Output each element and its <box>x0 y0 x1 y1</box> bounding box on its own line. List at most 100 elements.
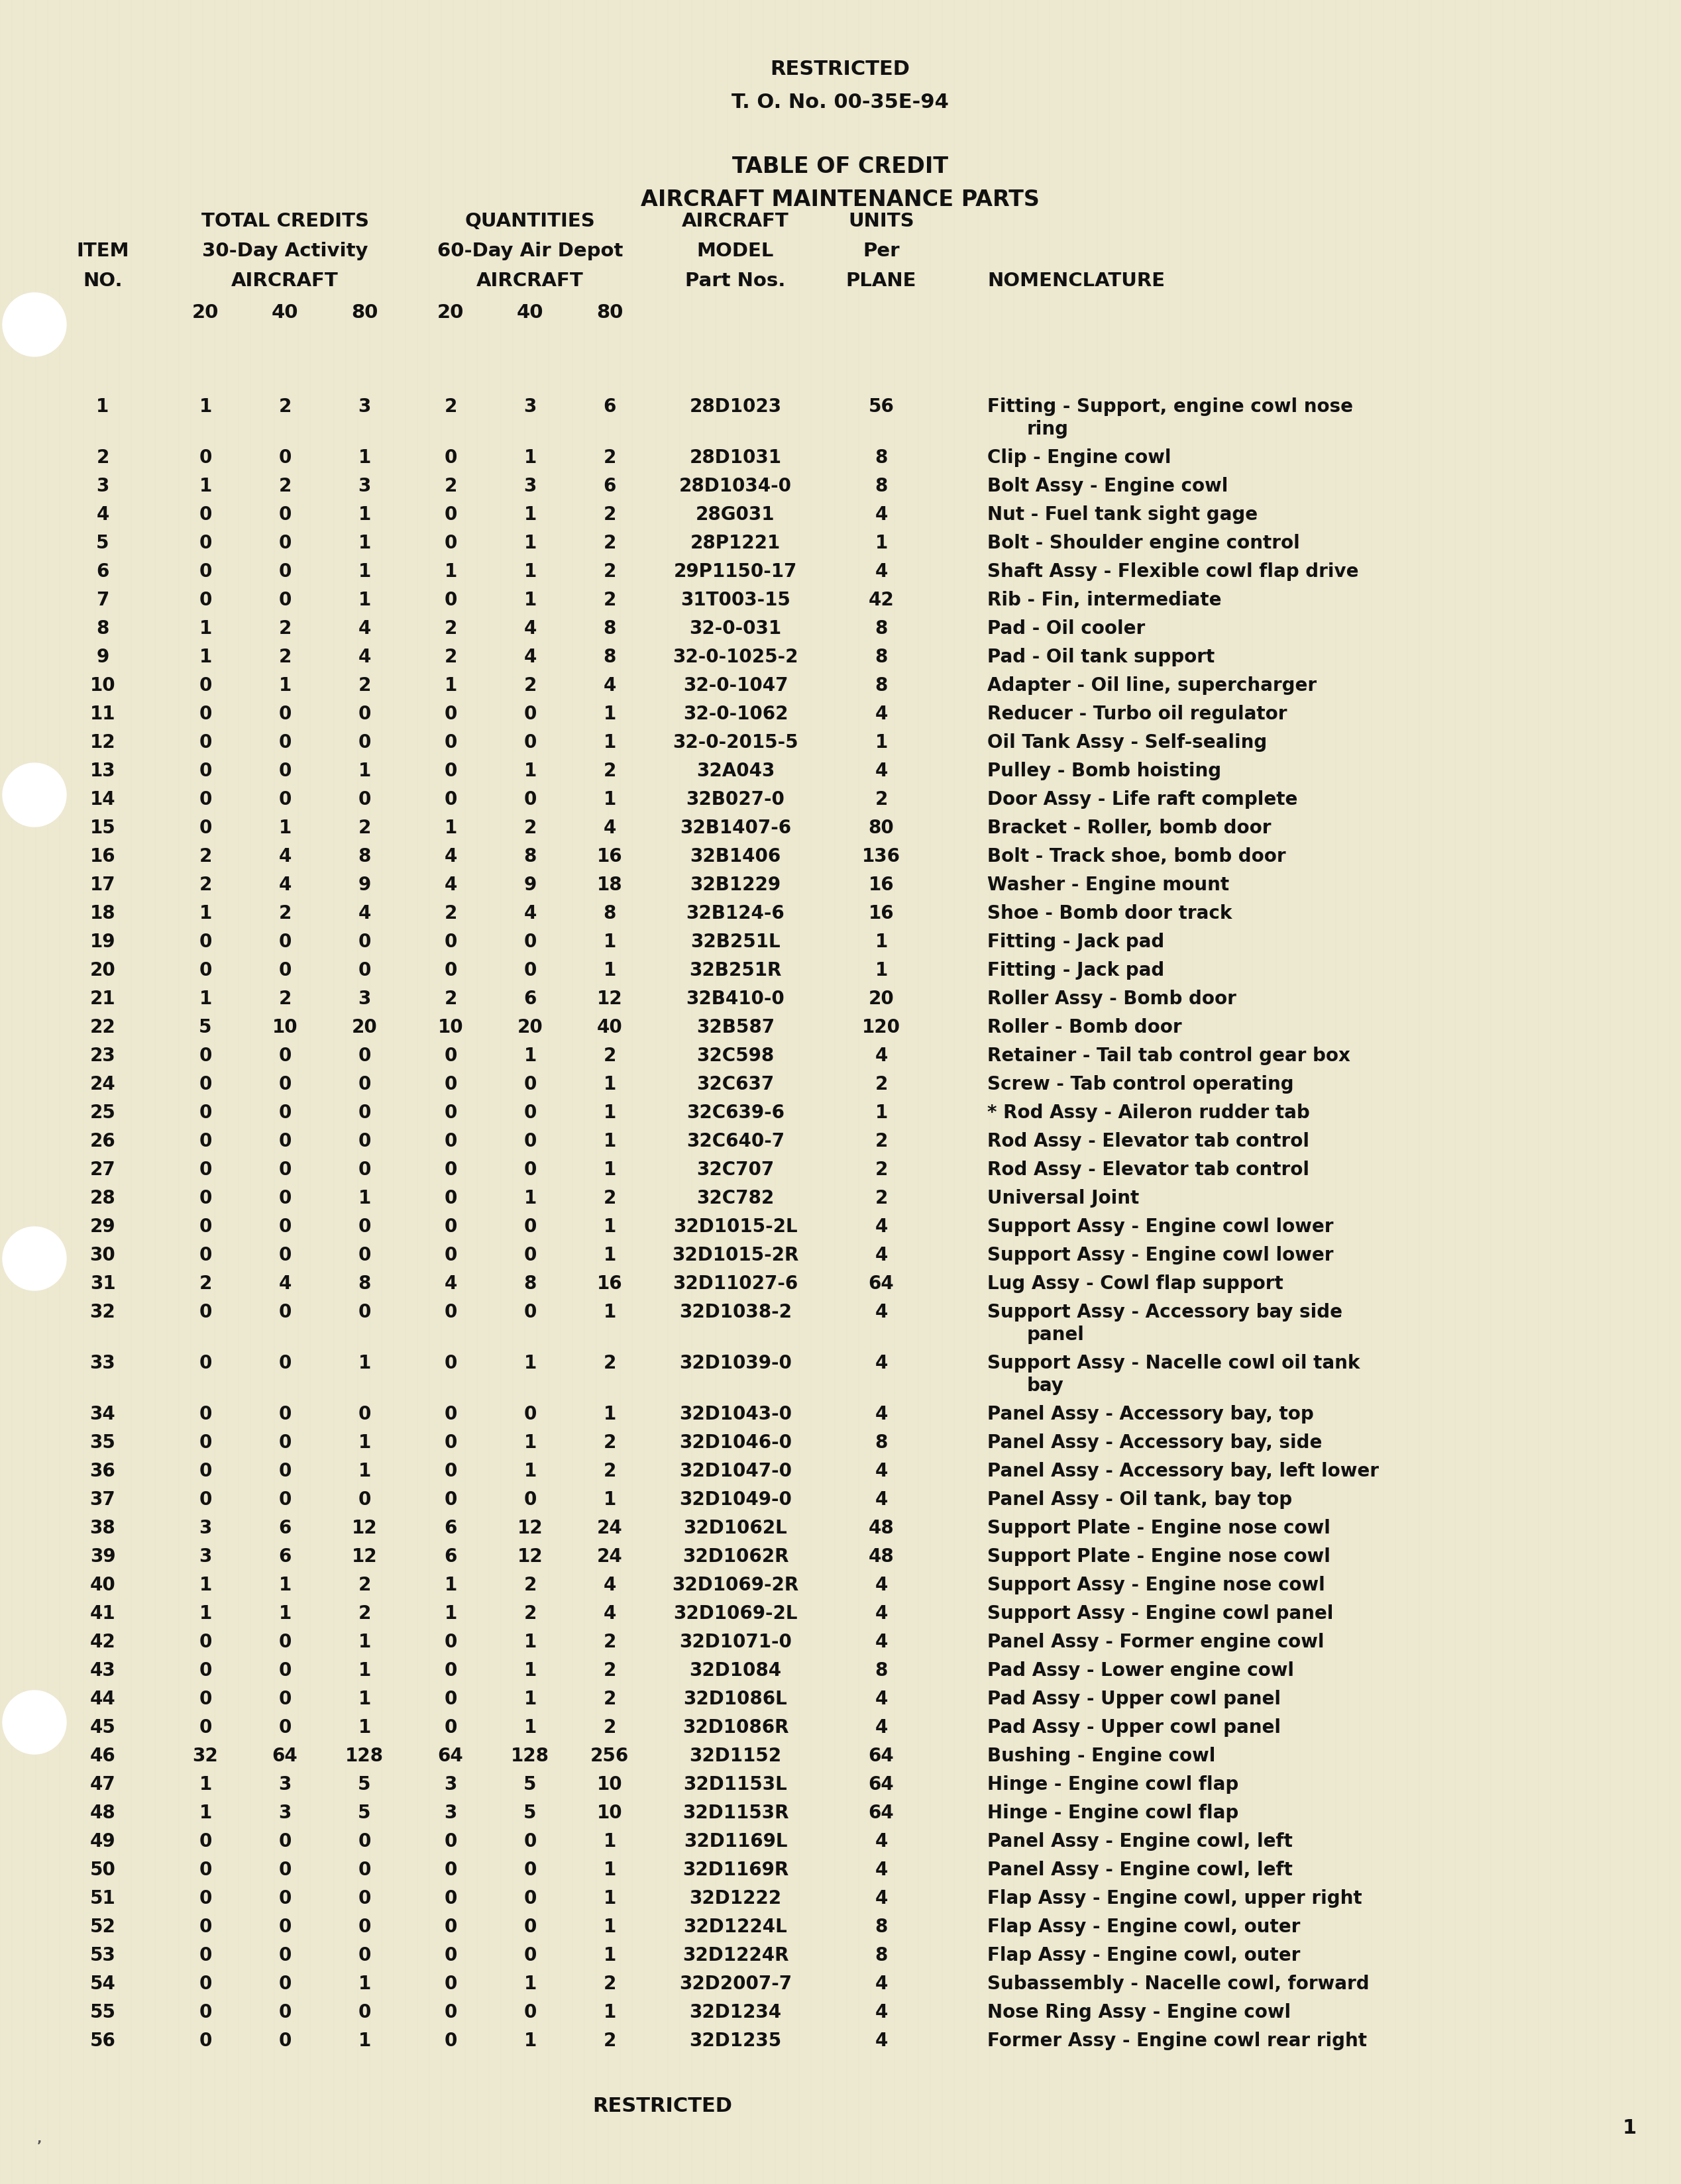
Text: 0: 0 <box>358 933 372 952</box>
Text: 0: 0 <box>358 961 372 981</box>
Text: Bolt - Shoulder engine control: Bolt - Shoulder engine control <box>987 533 1299 553</box>
Text: 0: 0 <box>279 1489 291 1509</box>
Text: 1: 1 <box>524 1690 536 1708</box>
Text: 0: 0 <box>444 1690 457 1708</box>
Text: 0: 0 <box>444 1861 457 1878</box>
Text: 2: 2 <box>603 2031 615 2051</box>
Text: 34: 34 <box>89 1404 116 1424</box>
Text: Panel Assy - Engine cowl, left: Panel Assy - Engine cowl, left <box>987 1861 1293 1878</box>
Text: NO.: NO. <box>82 271 123 290</box>
Text: TOTAL CREDITS: TOTAL CREDITS <box>202 212 368 232</box>
Text: 4: 4 <box>358 649 372 666</box>
Text: 0: 0 <box>524 1103 536 1123</box>
Text: 0: 0 <box>198 1247 212 1265</box>
Text: 32B124-6: 32B124-6 <box>686 904 785 924</box>
Text: 3: 3 <box>444 1804 457 1821</box>
Text: 23: 23 <box>89 1046 116 1066</box>
Text: Bolt - Track shoe, bomb door: Bolt - Track shoe, bomb door <box>987 847 1286 865</box>
Text: 2: 2 <box>874 1160 888 1179</box>
Text: 2: 2 <box>279 620 291 638</box>
Text: 10: 10 <box>597 1776 622 1793</box>
Text: 1: 1 <box>358 505 372 524</box>
Text: Roller - Bomb door: Roller - Bomb door <box>987 1018 1182 1037</box>
Text: RESTRICTED: RESTRICTED <box>770 59 909 79</box>
Text: 0: 0 <box>198 592 212 609</box>
Text: 1: 1 <box>524 1433 536 1452</box>
Text: 20: 20 <box>192 304 219 321</box>
Text: 0: 0 <box>358 791 372 808</box>
Text: 5: 5 <box>358 1776 372 1793</box>
Text: 8: 8 <box>603 904 615 924</box>
Text: 0: 0 <box>198 1304 212 1321</box>
Text: 8: 8 <box>874 649 888 666</box>
Text: 2: 2 <box>358 677 372 695</box>
Text: 64: 64 <box>869 1776 894 1793</box>
Text: 37: 37 <box>89 1489 116 1509</box>
Text: 1: 1 <box>874 961 888 981</box>
Text: 9: 9 <box>96 649 109 666</box>
Text: 24: 24 <box>597 1518 622 1538</box>
Text: 0: 0 <box>279 1690 291 1708</box>
Circle shape <box>3 1690 66 1754</box>
Text: 2: 2 <box>279 397 291 415</box>
Text: 16: 16 <box>869 904 894 924</box>
Text: 12: 12 <box>518 1518 543 1538</box>
Text: Flap Assy - Engine cowl, outer: Flap Assy - Engine cowl, outer <box>987 1918 1301 1937</box>
Text: 32D1069-2R: 32D1069-2R <box>672 1577 798 1594</box>
Text: 5: 5 <box>198 1018 212 1037</box>
Text: 1: 1 <box>358 448 372 467</box>
Text: 1: 1 <box>198 1804 212 1821</box>
Text: 0: 0 <box>524 1889 536 1909</box>
Text: 1: 1 <box>1622 2118 1637 2138</box>
Text: 32D1153L: 32D1153L <box>684 1776 787 1793</box>
Text: Pad - Oil tank support: Pad - Oil tank support <box>987 649 1215 666</box>
Text: ’: ’ <box>37 2140 42 2151</box>
Text: 64: 64 <box>869 1275 894 1293</box>
Text: 40: 40 <box>516 304 543 321</box>
Text: Roller Assy - Bomb door: Roller Assy - Bomb door <box>987 989 1236 1009</box>
Text: 0: 0 <box>279 734 291 751</box>
Text: 2: 2 <box>198 876 212 893</box>
Text: 0: 0 <box>279 1046 291 1066</box>
Text: 6: 6 <box>524 989 536 1009</box>
Text: 32D1169R: 32D1169R <box>682 1861 788 1878</box>
Text: 128: 128 <box>511 1747 550 1765</box>
Text: 4: 4 <box>603 819 615 836</box>
Text: 0: 0 <box>279 1247 291 1265</box>
Text: 1: 1 <box>358 533 372 553</box>
Text: 2: 2 <box>603 1974 615 1994</box>
Text: 51: 51 <box>89 1889 116 1909</box>
Text: 1: 1 <box>603 1131 615 1151</box>
Text: 0: 0 <box>279 563 291 581</box>
Text: 6: 6 <box>279 1518 291 1538</box>
Text: Pulley - Bomb hoisting: Pulley - Bomb hoisting <box>987 762 1220 780</box>
Text: 2: 2 <box>603 563 615 581</box>
Text: 0: 0 <box>358 1247 372 1265</box>
Text: 0: 0 <box>279 1861 291 1878</box>
Text: 1: 1 <box>198 649 212 666</box>
Text: 1: 1 <box>603 1404 615 1424</box>
Text: 0: 0 <box>198 677 212 695</box>
Text: 28D1031: 28D1031 <box>689 448 782 467</box>
Text: 4: 4 <box>358 620 372 638</box>
Text: 32C707: 32C707 <box>696 1160 775 1179</box>
Text: 32C598: 32C598 <box>696 1046 775 1066</box>
Text: 8: 8 <box>874 1918 888 1937</box>
Text: 0: 0 <box>358 1489 372 1509</box>
Text: 32C639-6: 32C639-6 <box>686 1103 785 1123</box>
Text: 12: 12 <box>351 1518 377 1538</box>
Text: 0: 0 <box>444 734 457 751</box>
Text: 3: 3 <box>279 1804 291 1821</box>
Text: 0: 0 <box>358 734 372 751</box>
Text: Flap Assy - Engine cowl, outer: Flap Assy - Engine cowl, outer <box>987 1946 1301 1966</box>
Text: 2: 2 <box>874 1075 888 1094</box>
Text: 47: 47 <box>89 1776 116 1793</box>
Text: 0: 0 <box>279 1188 291 1208</box>
Text: 0: 0 <box>444 1216 457 1236</box>
Text: 0: 0 <box>358 1946 372 1966</box>
Text: Shaft Assy - Flexible cowl flap drive: Shaft Assy - Flexible cowl flap drive <box>987 563 1358 581</box>
Text: 0: 0 <box>198 1103 212 1123</box>
Text: 5: 5 <box>358 1804 372 1821</box>
Text: 32D1015-2R: 32D1015-2R <box>672 1247 798 1265</box>
Text: 3: 3 <box>198 1548 212 1566</box>
